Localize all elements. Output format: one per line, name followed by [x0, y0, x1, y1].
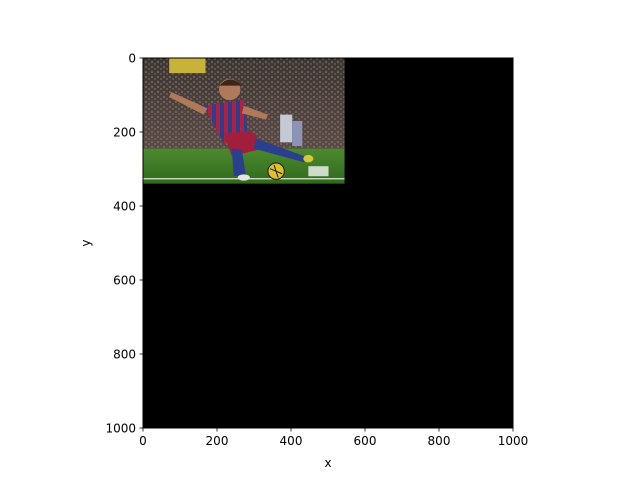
x-tick-label: 200 — [206, 434, 229, 448]
x-tick-label: 800 — [428, 434, 451, 448]
x-axis: 0 200 400 600 800 1000 — [139, 428, 528, 448]
photo-player-arm — [241, 105, 269, 120]
photo-player-boot — [303, 154, 314, 163]
y-tick-label: 200 — [113, 125, 136, 139]
photo-marking — [308, 166, 329, 177]
x-tick-label: 0 — [139, 434, 147, 448]
x-axis-label: x — [324, 456, 331, 470]
photo-image — [143, 58, 345, 184]
photo-bg-figure — [280, 114, 293, 143]
y-axis-label: y — [79, 239, 93, 246]
photo-player-leg — [231, 148, 246, 177]
y-tick-label: 400 — [113, 199, 136, 213]
photo-player-arm — [169, 91, 208, 115]
axes-frame — [142, 57, 514, 429]
photo-banner — [169, 58, 206, 74]
y-tick-label: 600 — [113, 273, 136, 287]
y-tick-label: 800 — [113, 347, 136, 361]
photo-player-leg — [253, 138, 305, 163]
x-tick-label: 400 — [280, 434, 303, 448]
photo-player-boot — [237, 174, 250, 181]
y-tick-label: 1000 — [105, 421, 136, 435]
photo-bg-figure — [292, 120, 303, 147]
photo-player-hair — [219, 79, 242, 86]
y-axis: 0 200 400 600 800 1000 — [105, 51, 143, 435]
y-tick-label: 0 — [128, 51, 136, 65]
photo-ball-pattern — [269, 164, 283, 178]
x-tick-label: 1000 — [498, 434, 529, 448]
x-tick-label: 600 — [354, 434, 377, 448]
